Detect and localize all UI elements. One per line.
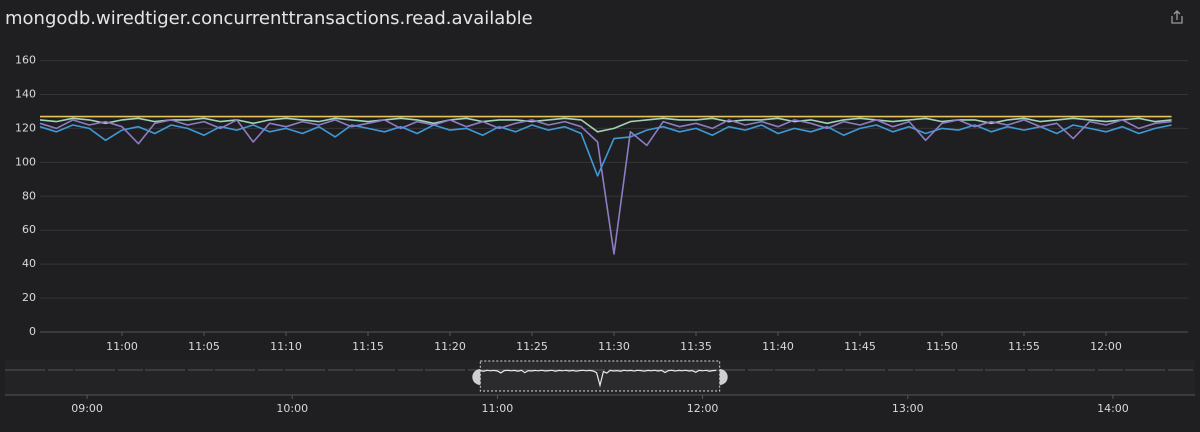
x-tick-label: 11:10: [270, 340, 302, 353]
navigator-tick-label: 14:00: [1097, 402, 1129, 415]
x-tick-label: 11:00: [106, 340, 138, 353]
navigator-handle[interactable]: [719, 369, 728, 385]
x-tick-label: 11:30: [598, 340, 630, 353]
series-line: [39, 119, 1172, 255]
x-tick-label: 11:50: [926, 340, 958, 353]
y-tick-label: 100: [15, 155, 36, 168]
navigator-tick-label: 12:00: [687, 402, 719, 415]
series-line: [39, 117, 1172, 133]
series-line: [39, 124, 1172, 177]
y-tick-label: 0: [29, 325, 36, 338]
share-icon[interactable]: [1171, 10, 1183, 24]
navigator-line: [480, 369, 717, 388]
navigator-selection[interactable]: [479, 360, 721, 392]
navigator-bg: [5, 360, 1195, 395]
y-tick-label: 160: [15, 54, 36, 67]
chart-title: mongodb.wiredtiger.concurrenttransaction…: [5, 8, 533, 29]
x-tick-label: 11:45: [844, 340, 876, 353]
x-tick-label: 11:40: [762, 340, 794, 353]
navigator-tick-label: 13:00: [892, 402, 924, 415]
share-arrow: [1173, 10, 1181, 20]
navigator-tick-label: 09:00: [71, 402, 103, 415]
navigator-handle[interactable]: [472, 369, 481, 385]
share-box: [1171, 16, 1183, 24]
x-tick-label: 11:35: [680, 340, 712, 353]
x-tick-label: 11:55: [1008, 340, 1040, 353]
navigator-tick-label: 11:00: [482, 402, 514, 415]
y-tick-label: 80: [22, 189, 36, 202]
x-tick-label: 11:25: [516, 340, 548, 353]
x-tick-label: 11:15: [352, 340, 384, 353]
x-tick-label: 11:05: [188, 340, 220, 353]
x-tick-label: 12:00: [1090, 340, 1122, 353]
y-tick-label: 40: [22, 257, 36, 270]
y-tick-label: 20: [22, 291, 36, 304]
y-tick-label: 140: [15, 88, 36, 101]
y-tick-label: 60: [22, 223, 36, 236]
navigator-tick-label: 10:00: [276, 402, 308, 415]
x-tick-label: 11:20: [434, 340, 466, 353]
y-tick-label: 120: [15, 121, 36, 134]
